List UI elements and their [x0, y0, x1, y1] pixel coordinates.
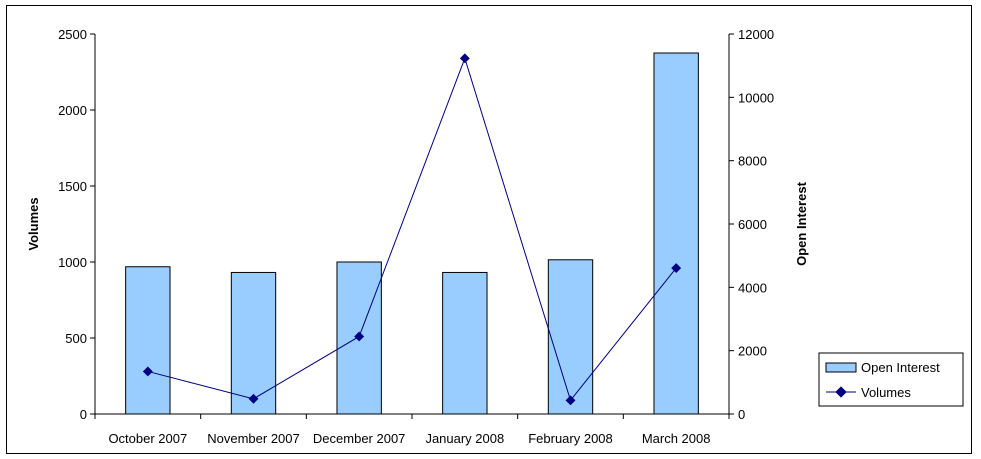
y2-axis-title: Open Interest: [794, 181, 809, 265]
volumes-point-3: [459, 53, 470, 64]
y-tick-label-1: 500: [65, 331, 87, 346]
y2-tick-label-5: 10000: [738, 90, 774, 105]
legend-label-open-interest: Open Interest: [861, 360, 940, 375]
bar-series: [125, 52, 699, 415]
y-axis-title: Volumes: [26, 197, 41, 250]
volumes-line: [147, 56, 677, 402]
volumes-point-0: [142, 366, 153, 377]
y2-tick-label-2: 4000: [738, 280, 767, 295]
y-tick-label-3: 1500: [58, 179, 87, 194]
legend: Open Interest Volumes: [818, 352, 964, 407]
legend-label-volumes: Volumes: [861, 385, 911, 400]
y2-tick-label-1: 2000: [738, 344, 767, 359]
bar-0: [125, 266, 171, 415]
x-tick-label-4: February 2008: [528, 431, 613, 446]
x-tick-label-5: March 2008: [642, 431, 711, 446]
legend-marker-volumes: [835, 386, 847, 398]
y2-tick-label-3: 6000: [738, 217, 767, 232]
x-tick-label-2: December 2007: [313, 431, 406, 446]
volumes-point-1: [248, 393, 259, 404]
y2-tick-label-0: 0: [738, 407, 745, 422]
y-tick-label-2: 1000: [58, 255, 87, 270]
x-tick-label-1: November 2007: [207, 431, 300, 446]
line-series: [142, 53, 682, 406]
y-tick-label-4: 2000: [58, 103, 87, 118]
y2-tick-label-4: 8000: [738, 154, 767, 169]
x-tick-label-0: October 2007: [108, 431, 187, 446]
legend-swatch-open-interest: [825, 362, 857, 373]
bar-1: [230, 271, 277, 415]
volumes-point-2: [354, 331, 365, 342]
bar-4: [547, 259, 594, 415]
x-tick-label-3: January 2008: [425, 431, 504, 446]
y2-tick-label-6: 12000: [738, 27, 774, 42]
legend-box: [818, 352, 964, 407]
y-tick-label-0: 0: [80, 407, 87, 422]
axes: 0 500 1000 1500 2000 2500 0 2000 4000 6000 8000 100…: [58, 27, 774, 446]
bar-3: [442, 271, 488, 415]
volumes-point-5: [671, 263, 682, 274]
bar-5: [653, 52, 699, 415]
y-tick-label-5: 2500: [58, 27, 87, 42]
volumes-point-4: [565, 395, 576, 406]
